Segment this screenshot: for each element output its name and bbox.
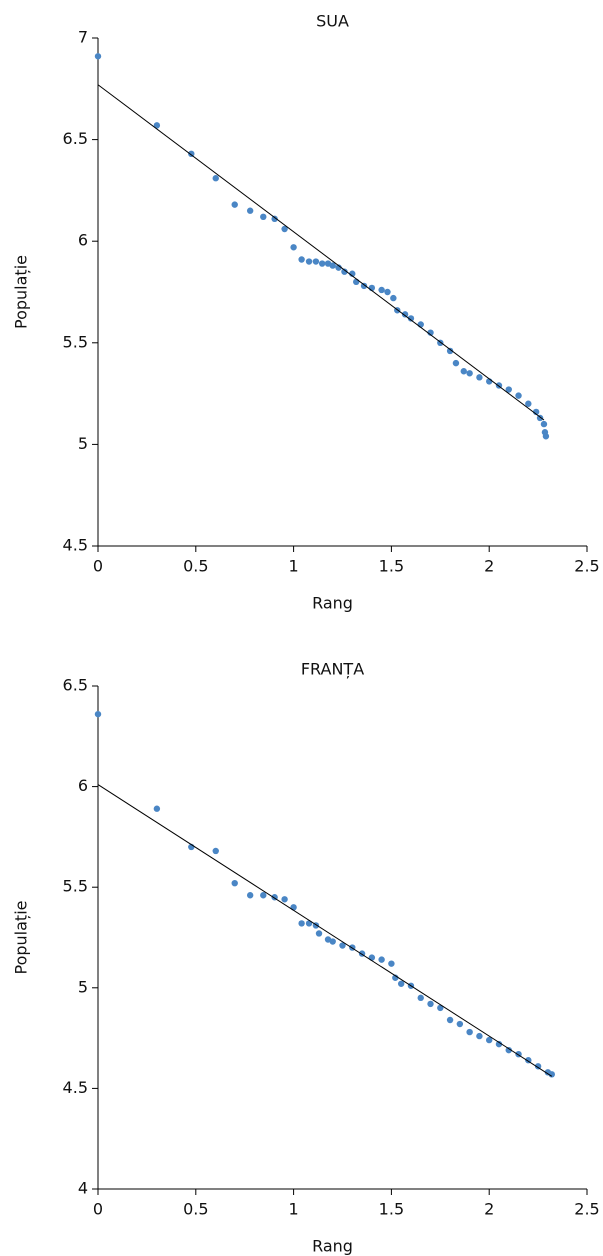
chart: SUA 4.5 5 5.5 6 6.5 7 0 0.5 1 1.5 2 2.5 Rang Populație bbox=[12, 12, 600, 613]
data-point bbox=[401, 311, 409, 318]
x-tick-label: 2.5 bbox=[574, 1200, 599, 1219]
data-point bbox=[548, 1071, 555, 1078]
data-point bbox=[437, 1004, 444, 1012]
data-point bbox=[466, 370, 473, 377]
data-point bbox=[260, 213, 267, 221]
trend-line bbox=[97, 84, 545, 421]
x-tick-label: 2.5 bbox=[574, 557, 599, 576]
x-tick-label: 0 bbox=[93, 1200, 103, 1219]
data-point bbox=[460, 368, 467, 375]
data-point bbox=[427, 1000, 434, 1008]
data-point bbox=[476, 374, 483, 381]
data-point bbox=[271, 215, 278, 223]
x-tick-label: 0.5 bbox=[183, 1200, 208, 1219]
data-point bbox=[446, 347, 454, 355]
data-point bbox=[290, 904, 297, 911]
data-point bbox=[392, 974, 399, 981]
data-point bbox=[476, 1032, 483, 1040]
data-point bbox=[305, 258, 313, 265]
y-tick-label: 6 bbox=[78, 231, 88, 250]
data-point bbox=[456, 1020, 464, 1028]
y-tick-label: 5.5 bbox=[63, 877, 88, 896]
x-tick-label: 1 bbox=[289, 557, 299, 576]
data-point bbox=[525, 400, 532, 407]
x-axis-label: Rang bbox=[312, 1237, 353, 1256]
data-point bbox=[360, 282, 368, 290]
data-point bbox=[352, 278, 360, 286]
data-point bbox=[378, 286, 385, 294]
data-point bbox=[515, 392, 522, 399]
data-point bbox=[495, 1040, 503, 1048]
chart-title: SUA bbox=[316, 12, 349, 31]
data-point bbox=[290, 244, 297, 251]
data-point bbox=[153, 122, 161, 129]
data-point bbox=[427, 329, 434, 336]
data-point bbox=[260, 892, 267, 899]
data-point bbox=[231, 201, 238, 208]
data-point bbox=[246, 892, 254, 899]
x-tick-label: 1 bbox=[289, 1200, 299, 1219]
y-axis-label: Populație bbox=[12, 255, 31, 329]
data-point bbox=[315, 930, 323, 937]
y-axis-label: Populație bbox=[12, 901, 31, 975]
data-point bbox=[417, 994, 424, 1002]
x-tick-label: 0.5 bbox=[183, 557, 208, 576]
data-point bbox=[388, 960, 395, 967]
data-point bbox=[312, 258, 320, 265]
data-point bbox=[446, 1016, 454, 1024]
data-point bbox=[231, 879, 238, 887]
data-point bbox=[466, 1028, 473, 1036]
data-point bbox=[94, 710, 102, 718]
x-tick-label: 2 bbox=[484, 1200, 494, 1219]
trend-line bbox=[97, 784, 553, 1077]
data-point bbox=[188, 150, 195, 158]
data-point bbox=[281, 225, 288, 233]
y-tick-label: 4.5 bbox=[63, 1078, 88, 1097]
data-point bbox=[153, 805, 161, 812]
data-point bbox=[397, 980, 405, 987]
data-point bbox=[534, 1063, 542, 1070]
y-tick-label: 4 bbox=[78, 1179, 88, 1198]
data-point bbox=[540, 420, 548, 428]
y-tick-label: 7 bbox=[78, 28, 88, 47]
y-tick-label: 6 bbox=[78, 776, 88, 795]
data-point bbox=[407, 315, 415, 322]
x-axis-label: Rang bbox=[312, 594, 353, 613]
data-point bbox=[335, 264, 342, 271]
data-point bbox=[341, 268, 348, 275]
y-tick-label: 5.5 bbox=[63, 332, 88, 351]
data-point bbox=[505, 386, 512, 393]
x-tick-label: 1.5 bbox=[379, 1200, 404, 1219]
data-point bbox=[339, 942, 346, 949]
x-tick-label: 2 bbox=[484, 557, 494, 576]
y-tick-label: 6.5 bbox=[63, 676, 88, 695]
data-point bbox=[298, 920, 305, 927]
y-tick-label: 5 bbox=[78, 977, 88, 996]
data-point bbox=[390, 294, 397, 302]
data-point bbox=[378, 956, 385, 963]
data-point bbox=[384, 288, 391, 296]
data-point bbox=[486, 1036, 493, 1044]
y-tick-label: 4.5 bbox=[63, 536, 88, 555]
x-tick-label: 1.5 bbox=[379, 557, 404, 576]
data-point bbox=[542, 433, 550, 440]
data-point bbox=[329, 938, 336, 945]
data-point bbox=[298, 256, 305, 263]
data-point bbox=[452, 359, 460, 367]
data-point bbox=[318, 260, 326, 267]
data-point bbox=[246, 207, 254, 214]
data-point bbox=[212, 175, 219, 182]
data-point bbox=[94, 53, 102, 60]
chart: FRANȚA 4 4.5 5 5.5 6 6.5 0 0.5 1 1.5 2 2.5 Rang Popula… bbox=[12, 660, 600, 1256]
data-point bbox=[281, 896, 288, 903]
x-tick-label: 0 bbox=[93, 557, 103, 576]
y-tick-label: 5 bbox=[78, 434, 88, 453]
y-tick-label: 6.5 bbox=[63, 129, 88, 148]
data-point bbox=[329, 262, 336, 269]
data-point bbox=[368, 954, 376, 961]
data-point bbox=[505, 1046, 512, 1054]
chart-title: FRANȚA bbox=[301, 660, 364, 679]
data-point bbox=[212, 847, 219, 855]
